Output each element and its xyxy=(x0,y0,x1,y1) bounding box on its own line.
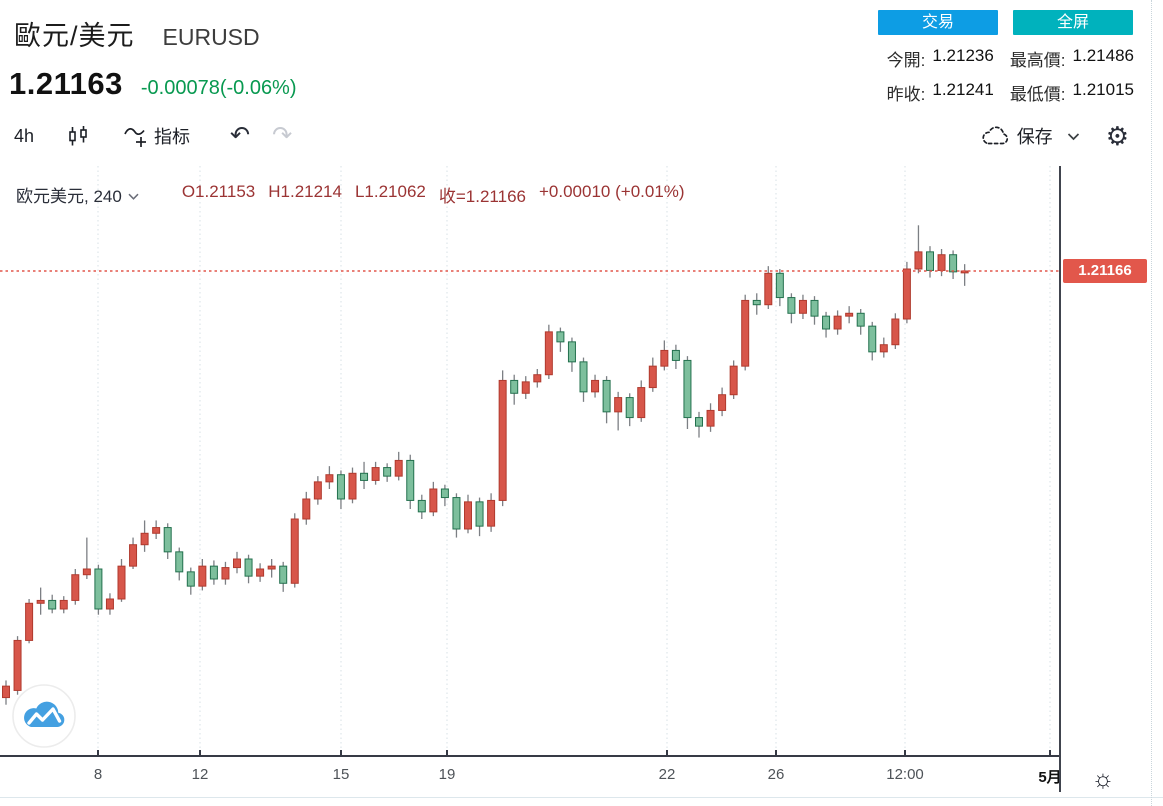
instrument-header: 歐元/美元 EURUSD xyxy=(14,14,260,53)
axis-tick xyxy=(904,750,906,755)
stat-prev-close: 昨收: 1.21241 xyxy=(886,80,994,104)
stats-row-2: 昨收: 1.21241 最低價: 1.21015 xyxy=(887,80,1134,105)
save-label: 保存 xyxy=(1016,127,1053,147)
legend-chevron-icon xyxy=(128,193,139,200)
gear-icon: ⚙ xyxy=(1105,121,1129,151)
candlestick-chart[interactable] xyxy=(0,166,1060,755)
save-button[interactable]: 保存 xyxy=(980,123,1053,149)
axis-tick xyxy=(199,750,201,755)
price-axis[interactable] xyxy=(1061,166,1163,755)
legend-open: O1.21153 xyxy=(181,182,256,201)
legend-low: L1.21062 xyxy=(354,182,426,201)
axis-settings-button[interactable]: ☼ xyxy=(1086,762,1120,796)
broker-logo xyxy=(10,682,78,750)
candlestick-icon xyxy=(66,124,91,148)
save-menu-chevron[interactable] xyxy=(1067,132,1080,141)
page-right-border xyxy=(1151,0,1152,806)
toolbar-right: 保存 ⚙ xyxy=(980,123,1129,149)
stats-row-1: 今開: 1.21236 最高價: 1.21486 xyxy=(887,46,1134,71)
undo-icon: ↶ xyxy=(230,122,251,149)
redo-button[interactable]: ↷ xyxy=(272,124,292,148)
chart-toolbar: 4h 指标 xyxy=(0,112,1163,160)
redo-icon: ↷ xyxy=(272,122,293,149)
legend-close: 收=1.21166 xyxy=(438,187,526,206)
axis-tick xyxy=(340,750,342,755)
time-axis-label: 12 xyxy=(191,766,209,783)
chevron-down-icon xyxy=(1067,132,1080,141)
legend-change: +0.00010 (+0.01%) xyxy=(539,182,685,201)
legend-high: H1.21214 xyxy=(268,182,342,201)
trade-button[interactable]: 交易 xyxy=(878,10,998,35)
axis-tick xyxy=(1049,750,1051,755)
cloud-save-icon xyxy=(980,125,1011,148)
stat-high: 最高價: 1.21486 xyxy=(1009,46,1134,70)
price-change: -0.00078(-0.06%) xyxy=(140,77,297,99)
sun-gear-icon: ☼ xyxy=(1091,765,1115,793)
time-axis[interactable]: 8 12 15 19 22 26 12:00 5月 xyxy=(0,755,1062,798)
last-price: 1.21163 xyxy=(9,66,123,101)
time-axis-label: 19 xyxy=(438,766,456,783)
chart-style-button[interactable] xyxy=(66,124,91,148)
last-price-axis-label: 1.21166 xyxy=(1063,259,1147,283)
undo-button[interactable]: ↶ xyxy=(230,124,250,148)
fullscreen-button[interactable]: 全屏 xyxy=(1013,10,1133,35)
page-title: 歐元/美元 xyxy=(14,21,135,51)
bottom-border xyxy=(0,797,1163,798)
price-axis-border xyxy=(1059,166,1061,792)
chart-legend: 欧元美元, 240 O1.21153 H1.21214 L1.21062 收=1… xyxy=(16,182,685,207)
price-row: 1.21163 -0.00078(-0.06%) xyxy=(9,66,297,102)
axis-tick xyxy=(666,750,668,755)
settings-button[interactable]: ⚙ xyxy=(1106,123,1129,149)
legend-symbol[interactable]: 欧元美元, 240 xyxy=(16,182,139,207)
axis-tick xyxy=(446,750,448,755)
stat-open: 今開: 1.21236 xyxy=(886,46,994,70)
symbol-code: EURUSD xyxy=(162,24,260,50)
axis-tick xyxy=(775,750,777,755)
stat-low: 最低價: 1.21015 xyxy=(1009,80,1134,104)
indicator-wave-icon xyxy=(123,123,150,149)
legend-ohlc-values: O1.21153 H1.21214 L1.21062 收=1.21166 +0.… xyxy=(182,182,685,207)
time-axis-label: 8 xyxy=(93,766,103,783)
time-axis-label: 22 xyxy=(658,766,676,783)
time-axis-label: 12:00 xyxy=(886,766,924,783)
chart-pane[interactable]: 欧元美元, 240 O1.21153 H1.21214 L1.21062 收=1… xyxy=(0,166,1060,755)
time-axis-label: 15 xyxy=(332,766,350,783)
axis-tick xyxy=(97,750,99,755)
indicators-button[interactable]: 指标 xyxy=(123,123,190,149)
time-axis-label: 5月 xyxy=(1038,769,1062,786)
time-axis-label: 26 xyxy=(767,766,785,783)
daily-stats: 今開: 1.21236 最高價: 1.21486 昨收: 1.21241 最低價… xyxy=(887,46,1134,105)
indicators-label: 指标 xyxy=(154,127,191,147)
interval-button[interactable]: 4h xyxy=(14,125,35,146)
